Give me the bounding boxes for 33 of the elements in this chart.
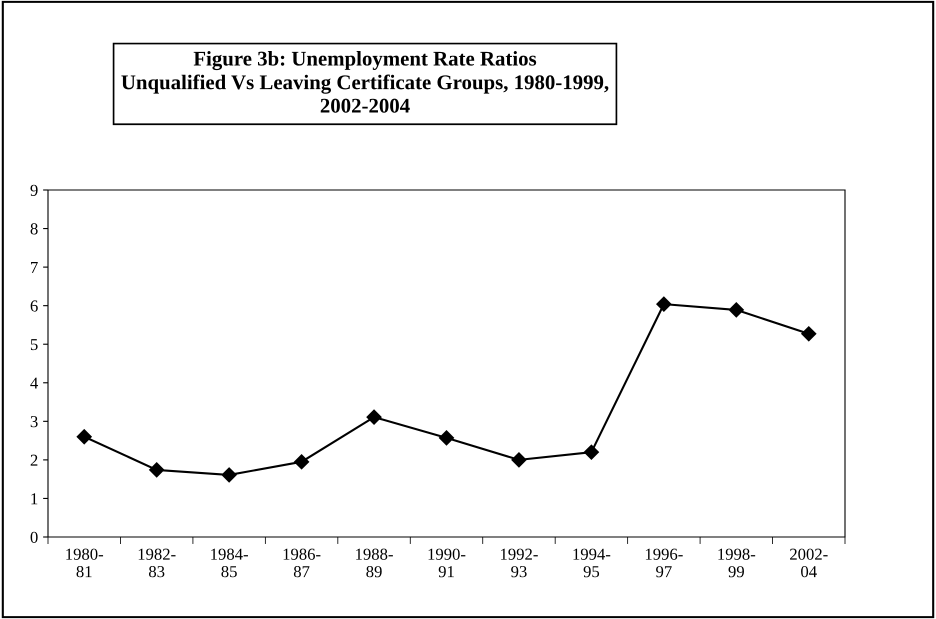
point: [584, 444, 599, 460]
point: [222, 467, 237, 482]
x-tick-label: 1988- 89: [356, 548, 393, 578]
point: [511, 452, 527, 468]
y-tick-label: 1: [31, 493, 38, 504]
y-tick-label: 4: [30, 378, 38, 389]
x-tick-label: 1986- 87: [284, 548, 320, 578]
point: [801, 326, 816, 342]
point: [366, 410, 382, 425]
x-tick-label: 1998- 99: [718, 548, 756, 578]
x-tick-label: 1990- 91: [428, 548, 466, 578]
x-tick-label: 1980- 81: [66, 548, 104, 578]
point: [149, 462, 164, 478]
x-tick-label: 1982- 83: [138, 548, 176, 578]
y-tick-label: 0: [30, 532, 38, 543]
y-tick-label: 2: [30, 454, 38, 466]
y-tick-label: 7: [31, 262, 38, 273]
y-tick-label: 6: [30, 300, 38, 312]
point: [438, 430, 454, 446]
x-tick-label: 1994- 95: [573, 548, 610, 578]
y-tick-label: 8: [30, 223, 38, 234]
y-tick-label: 3: [30, 416, 38, 428]
x-tick-label: 1996- 97: [646, 548, 683, 578]
y-tick-label: 5: [30, 339, 38, 350]
x-tick-label: 1984- 85: [211, 548, 248, 578]
x-tick-label: 2002- 04: [790, 548, 828, 578]
y-tick-label: 9: [30, 184, 38, 196]
point: [76, 429, 92, 444]
chart-title: Figure 3b: Unemployment Rate Ratios Unqualified Vs Leaving Certificate Groups, 1980-1999, 2002-2004: [121, 51, 608, 113]
point: [294, 454, 310, 470]
point: [728, 302, 744, 318]
x-tick-label: 1992- 93: [500, 548, 538, 578]
point: [656, 296, 672, 312]
